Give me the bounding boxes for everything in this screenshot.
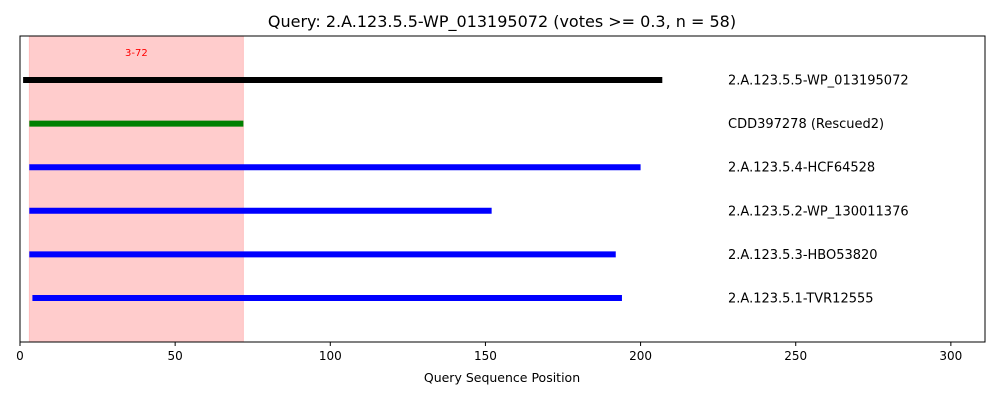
track-label: 2.A.123.5.3-HBO53820 [728, 248, 878, 263]
x-tick-label: 100 [319, 349, 342, 363]
x-axis-label: Query Sequence Position [424, 370, 580, 385]
plot-area: 3-72 2.A.123.5.5-WP_013195072 CDD397278 (R… [16, 35, 986, 363]
x-tick-label: 50 [168, 349, 183, 363]
x-tick-label: 200 [629, 349, 652, 363]
x-tick-label: 0 [16, 349, 24, 363]
track-label: 2.A.123.5.4-HCF64528 [728, 161, 875, 176]
highlight-region-label: 3-72 [125, 48, 148, 59]
x-tick-label: 150 [474, 349, 497, 363]
x-tick-label: 250 [784, 349, 807, 363]
track-label: 2.A.123.5.2-WP_130011376 [728, 204, 909, 219]
track-label: 2.A.123.5.1-TVR12555 [728, 292, 874, 307]
track-label: CDD397278 (Rescued2) [728, 117, 884, 132]
plot-frame [19, 35, 986, 343]
x-tick-label: 300 [939, 349, 962, 363]
chart-title: Query: 2.A.123.5.5-WP_013195072 (votes >… [268, 12, 736, 32]
track-label: 2.A.123.5.5-WP_013195072 [728, 74, 909, 89]
highlight-region [28, 35, 244, 343]
